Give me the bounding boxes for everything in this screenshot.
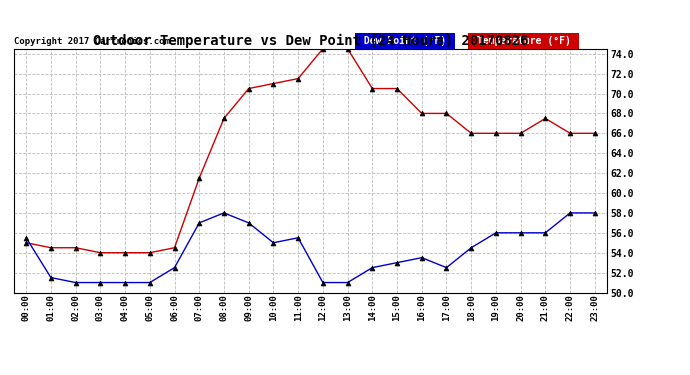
Text: Temperature (°F): Temperature (°F) <box>471 36 576 46</box>
Text: Dew Point (°F): Dew Point (°F) <box>358 36 452 46</box>
Text: Copyright 2017 Cartronics.com: Copyright 2017 Cartronics.com <box>14 38 170 46</box>
Title: Outdoor Temperature vs Dew Point (24 Hours) 20170826: Outdoor Temperature vs Dew Point (24 Hou… <box>92 33 529 48</box>
